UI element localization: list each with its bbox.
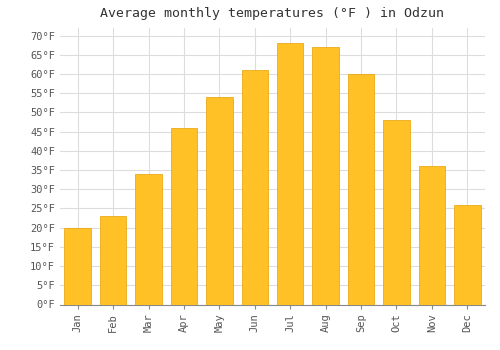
Bar	[312, 47, 339, 304]
Bar	[100, 216, 126, 304]
Bar	[170, 128, 197, 304]
Bar	[136, 174, 162, 304]
Bar	[383, 120, 409, 304]
Bar	[418, 166, 445, 304]
Title: Average monthly temperatures (°F ) in Odzun: Average monthly temperatures (°F ) in Od…	[100, 7, 444, 20]
Bar	[277, 43, 303, 304]
Bar	[348, 74, 374, 304]
Bar	[206, 97, 233, 304]
Bar	[454, 205, 480, 304]
Bar	[64, 228, 91, 304]
Bar	[242, 70, 268, 304]
